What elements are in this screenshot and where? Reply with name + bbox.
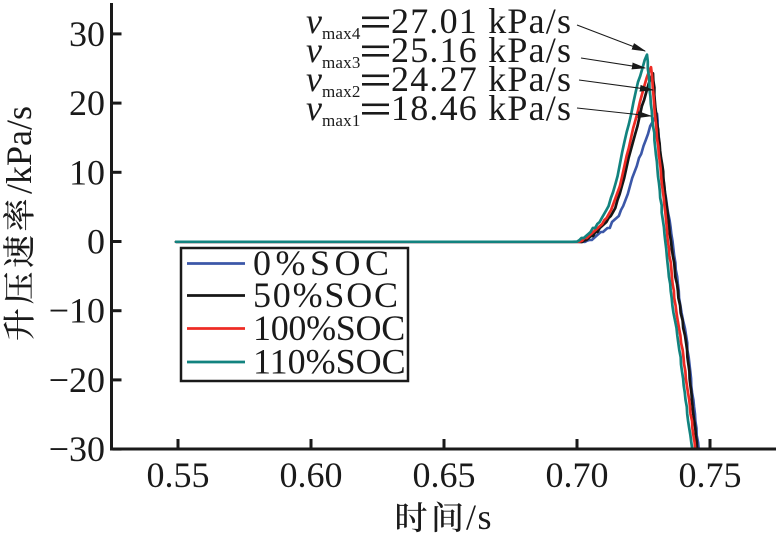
- svg-text:0%SOC: 0%SOC: [253, 243, 394, 283]
- svg-text:max3: max3: [322, 53, 361, 72]
- svg-text:0.60: 0.60: [280, 455, 343, 495]
- svg-text:110%SOC: 110%SOC: [253, 342, 406, 382]
- svg-text:0.65: 0.65: [413, 455, 476, 495]
- svg-text:0.70: 0.70: [546, 455, 609, 495]
- svg-text:30: 30: [69, 14, 105, 54]
- svg-text:24.27 kPa/s: 24.27 kPa/s: [391, 59, 572, 99]
- svg-text:0.75: 0.75: [679, 455, 742, 495]
- svg-text:max2: max2: [322, 82, 361, 101]
- svg-text:−10: −10: [49, 291, 105, 331]
- svg-text:/s: /s: [466, 497, 493, 535]
- svg-text:−30: −30: [49, 429, 105, 469]
- svg-text:100%SOC: 100%SOC: [253, 308, 405, 348]
- svg-text:0: 0: [87, 222, 105, 262]
- svg-text:27.01 kPa/s: 27.01 kPa/s: [391, 1, 572, 41]
- svg-text:v: v: [306, 59, 322, 99]
- svg-text:v: v: [306, 88, 322, 128]
- svg-text:v: v: [306, 30, 322, 70]
- svg-text:max1: max1: [322, 111, 361, 130]
- svg-text:max4: max4: [322, 24, 361, 43]
- svg-text:18.46 kPa/s: 18.46 kPa/s: [391, 88, 572, 128]
- svg-text:10: 10: [69, 152, 105, 192]
- svg-text:25.16 kPa/s: 25.16 kPa/s: [391, 30, 572, 70]
- svg-text:50%SOC: 50%SOC: [253, 275, 400, 315]
- svg-text:−20: −20: [49, 360, 105, 400]
- svg-text:0.55: 0.55: [147, 455, 210, 495]
- svg-text:/kPa/s: /kPa/s: [0, 106, 39, 194]
- svg-text:20: 20: [69, 83, 105, 123]
- svg-text:v: v: [306, 1, 322, 41]
